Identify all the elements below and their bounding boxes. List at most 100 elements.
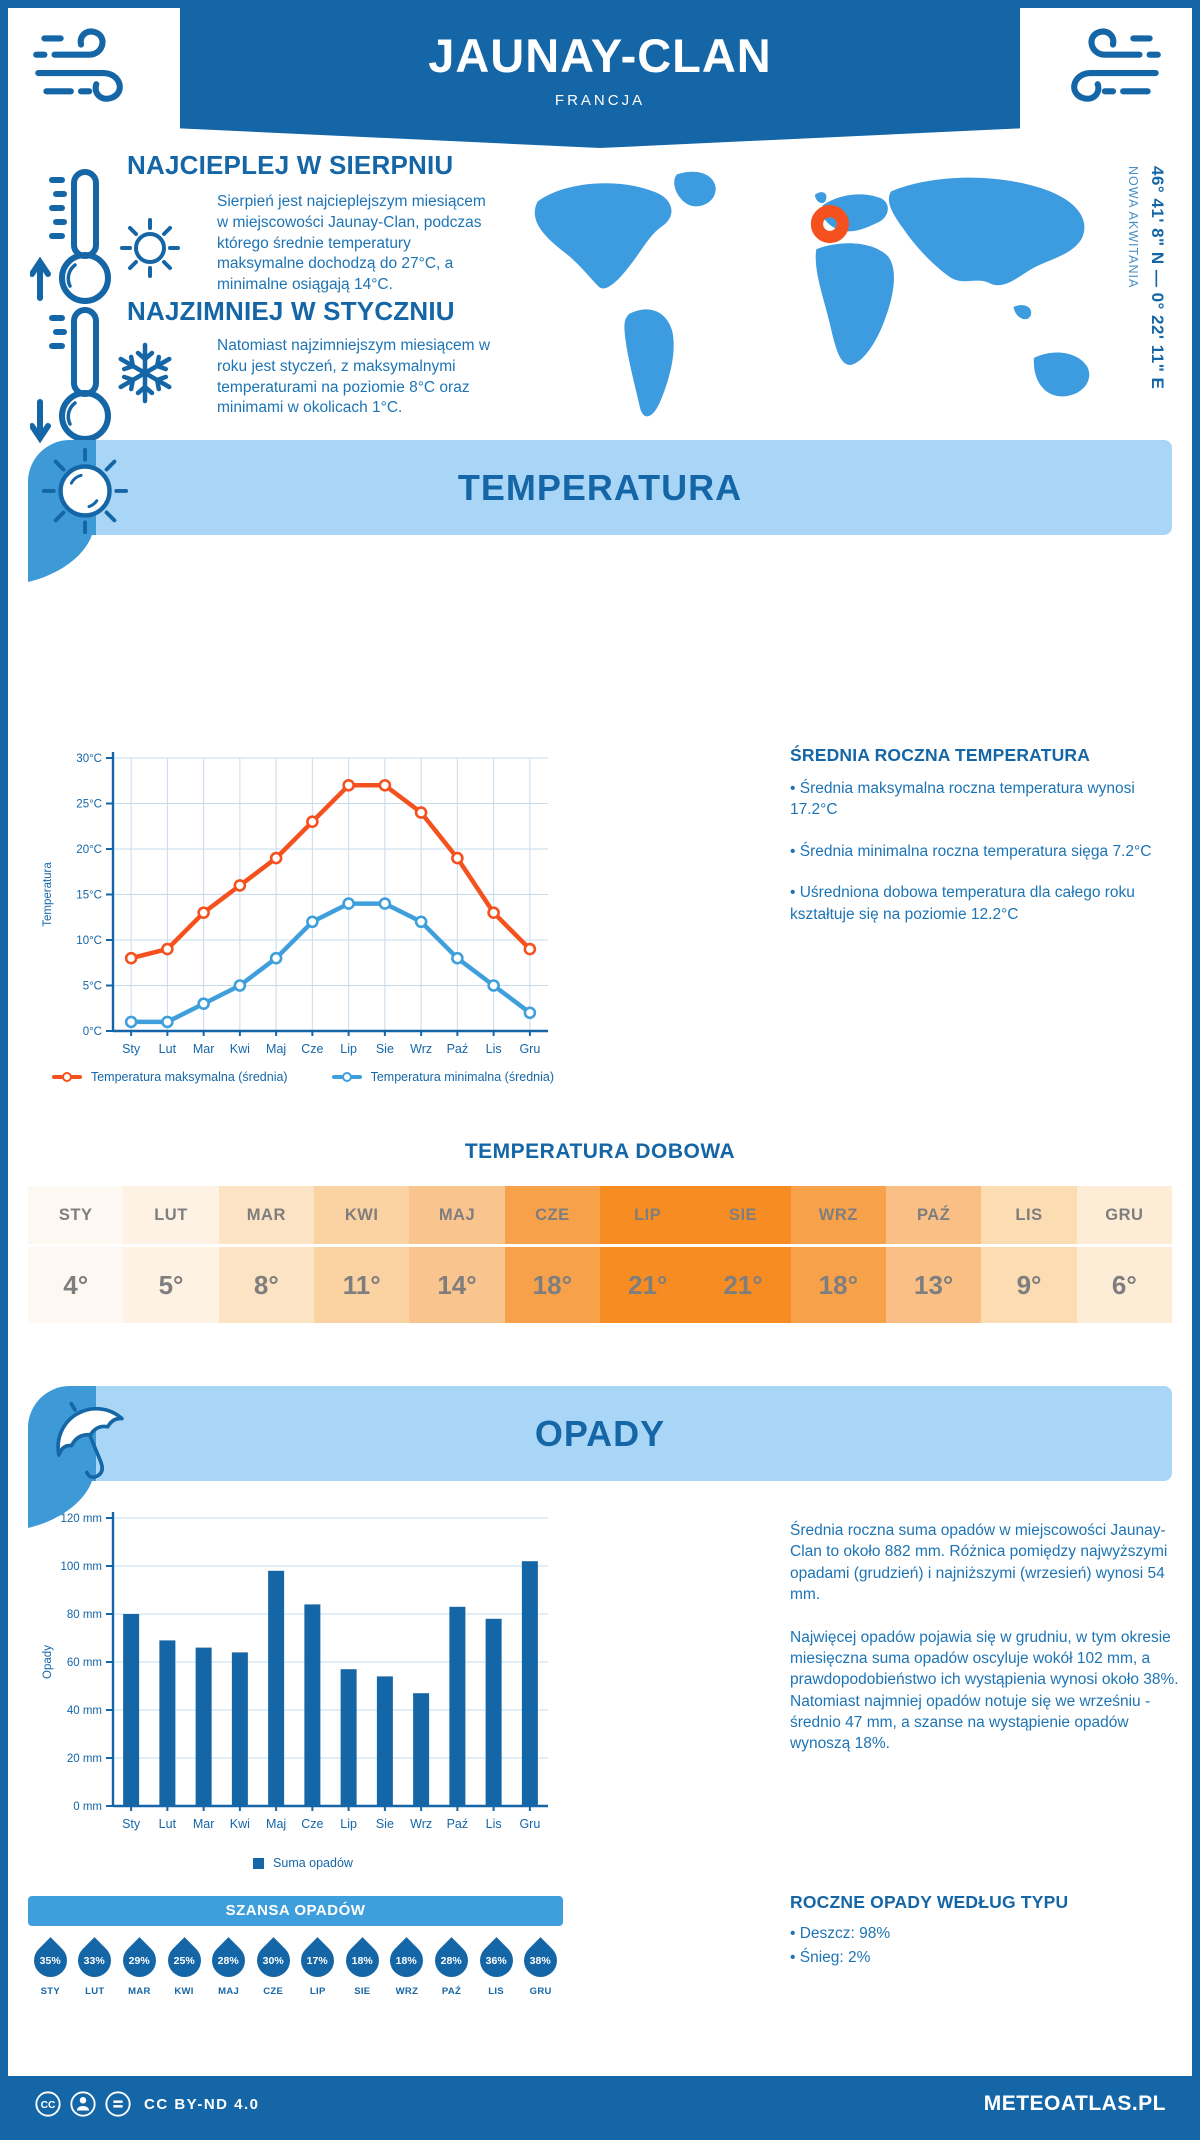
- chance-month-label: MAR: [128, 1986, 151, 1997]
- daily-month-cell: SIE: [695, 1186, 791, 1244]
- daily-value-cell: 18°: [504, 1247, 600, 1323]
- legend-swatch: [331, 1072, 362, 1082]
- svg-text:Lut: Lut: [159, 1042, 177, 1056]
- country-subtitle: FRANCJA: [554, 92, 646, 109]
- legend-marker: [341, 1072, 352, 1082]
- daily-value-cell: 13°: [886, 1247, 982, 1323]
- svg-text:Lip: Lip: [340, 1042, 357, 1056]
- svg-text:25°C: 25°C: [76, 799, 102, 811]
- precipitation-paragraph: Najwięcej opadów pojawia się w grudniu, …: [790, 1628, 1179, 1753]
- svg-text:Opady: Opady: [42, 1645, 54, 1679]
- chance-month-label: SIE: [354, 1986, 371, 1997]
- daily-value-cell: 5°: [123, 1247, 219, 1323]
- chance-item: 38% GRU: [517, 1937, 564, 1997]
- umbrella-icon: [56, 1401, 124, 1479]
- temperature-chart-container: 0°C 5°C 10°C 15°C 20°C 25°C 30°C Sty Lut Mar Kwi Ma…: [38, 736, 568, 1071]
- svg-text:Mar: Mar: [193, 1042, 215, 1056]
- chance-month-label: WRZ: [395, 1986, 419, 1997]
- warmest-heading: NAJCIEPLEJ W SIERPNIU: [127, 150, 454, 180]
- svg-text:Kwi: Kwi: [230, 1817, 250, 1831]
- daily-month-cell: MAR: [218, 1186, 314, 1244]
- svg-text:Lip: Lip: [340, 1817, 357, 1831]
- svg-text:Wrz: Wrz: [410, 1042, 432, 1056]
- svg-text:120 mm: 120 mm: [60, 1513, 102, 1525]
- svg-text:15°C: 15°C: [76, 890, 102, 902]
- chance-percentage: 17%: [307, 1954, 329, 1967]
- raindrop-icon: 17%: [294, 1937, 342, 1984]
- daily-month-cell: WRZ: [790, 1186, 886, 1244]
- wind-icon: [33, 28, 123, 102]
- daily-value-cell: 6°: [1076, 1247, 1172, 1323]
- bars: [123, 1561, 538, 1806]
- precipitation-banner-title: OPADY: [534, 1413, 666, 1454]
- legend-item: Temperatura minimalna (średnia): [331, 1070, 554, 1084]
- daily-month-cell: GRU: [1076, 1186, 1172, 1244]
- daily-month-cell: LIP: [600, 1186, 696, 1244]
- temperature-banner-title: TEMPERATURA: [457, 467, 743, 508]
- chance-item: 18% WRZ: [383, 1937, 431, 1997]
- daily-value-cell: 21°: [600, 1247, 696, 1323]
- svg-text:20 mm: 20 mm: [67, 1753, 102, 1765]
- min-temperature-series: [124, 897, 537, 1029]
- legend-label: Suma opadów: [273, 1856, 353, 1870]
- wind-icon: [1071, 28, 1161, 102]
- equals-icon: [105, 2091, 131, 2117]
- header-ribbon: JAUNAY-CLAN FRANCJA: [180, 8, 1020, 148]
- svg-text:Sty: Sty: [122, 1042, 141, 1056]
- person-icon: [70, 2091, 96, 2117]
- chance-item: 18% SIE: [338, 1937, 386, 1997]
- summary-bullet: • Średnia minimalna roczna temperatura s…: [790, 842, 1152, 860]
- chance-of-rain-row: 35% STY 33% LUT 29% MAR 25% KWI 28% MAJ 30% CZE 17% L…: [26, 1937, 564, 1997]
- raindrop-icon: 33%: [71, 1937, 119, 1984]
- chance-item: 17% LIP: [294, 1937, 342, 1997]
- chance-percentage: 18%: [396, 1954, 418, 1967]
- legend-label: Temperatura maksymalna (średnia): [90, 1070, 288, 1084]
- daily-month-cell: PAŹ: [886, 1186, 982, 1244]
- daily-month-cell: KWI: [314, 1186, 410, 1244]
- raindrop-icon: 28%: [205, 1937, 252, 1984]
- precipitation-type-bullets: • Deszcz: 98% • Śnieg: 2%: [790, 1922, 1185, 1970]
- temperature-line-chart: 0°C 5°C 10°C 15°C 20°C 25°C 30°C Sty Lut Mar Kwi Ma…: [42, 752, 548, 1056]
- raindrop-icon: 29%: [116, 1937, 163, 1984]
- license-icons: CC: [34, 2090, 132, 2118]
- chance-month-label: PAŹ: [441, 1986, 462, 1997]
- chance-month-label: LIS: [488, 1986, 504, 1997]
- svg-text:40 mm: 40 mm: [67, 1705, 102, 1717]
- warmest-text: Sierpień jest najcieplejszym miesiącem w…: [217, 193, 486, 294]
- thermometer-down-icon: [30, 307, 111, 444]
- svg-text:10°C: 10°C: [76, 935, 102, 947]
- chance-item: 35% STY: [26, 1937, 74, 1997]
- precipitation-chart-container: 0 mm 20 mm 40 mm 60 mm 80 mm 100 mm 120 mm Sty L…: [38, 1498, 568, 1848]
- banner-tail: [28, 1481, 92, 1528]
- svg-text:Kwi: Kwi: [230, 1042, 250, 1056]
- raindrop-icon: 35%: [26, 1937, 74, 1984]
- coldest-heading: NAJZIMNIEJ W STYCZNIU: [127, 296, 455, 326]
- daily-value-cell: 11°: [314, 1247, 410, 1323]
- chance-percentage: 28%: [440, 1954, 462, 1967]
- world-map: [534, 171, 1090, 417]
- raindrop-icon: 38%: [517, 1937, 564, 1984]
- tick-labels: 0°C 5°C 10°C 15°C 20°C 25°C 30°C Sty Lut Mar Kwi Ma…: [76, 753, 540, 1056]
- snow-share: • Śnieg: 2%: [790, 1949, 871, 1967]
- svg-text:Lut: Lut: [159, 1817, 177, 1831]
- brand-label: METEOATLAS.PL: [983, 2092, 1166, 2115]
- daily-temperature-title: TEMPERATURA DOBOWA: [464, 1140, 736, 1163]
- precipitation-paragraph: Średnia roczna suma opadów w miejscowośc…: [790, 1522, 1168, 1604]
- license-label: CC BY-ND 4.0: [144, 2095, 260, 2113]
- summary-bullet: • Średnia maksymalna roczna temperatura …: [790, 780, 1135, 819]
- daily-value-cell: 21°: [695, 1247, 791, 1323]
- chance-item: 28% PAŹ: [428, 1937, 475, 1997]
- daily-value-cell: 18°: [790, 1247, 886, 1323]
- chance-percentage: 28%: [218, 1954, 240, 1967]
- svg-text:Paź: Paź: [447, 1042, 469, 1056]
- svg-text:Lis: Lis: [486, 1817, 502, 1831]
- daily-month-cell: CZE: [504, 1186, 600, 1244]
- daily-value-cell: 14°: [409, 1247, 505, 1323]
- precipitation-legend: Suma opadów: [38, 1856, 568, 1870]
- svg-text:CC: CC: [41, 2100, 56, 2111]
- coordinates-label: 46° 41' 8" N — 0° 22' 11" E: [1148, 166, 1167, 390]
- svg-text:Sie: Sie: [376, 1042, 394, 1056]
- legend-marker: [61, 1072, 72, 1082]
- chance-of-rain-title: SZANSA OPADÓW: [28, 1896, 563, 1926]
